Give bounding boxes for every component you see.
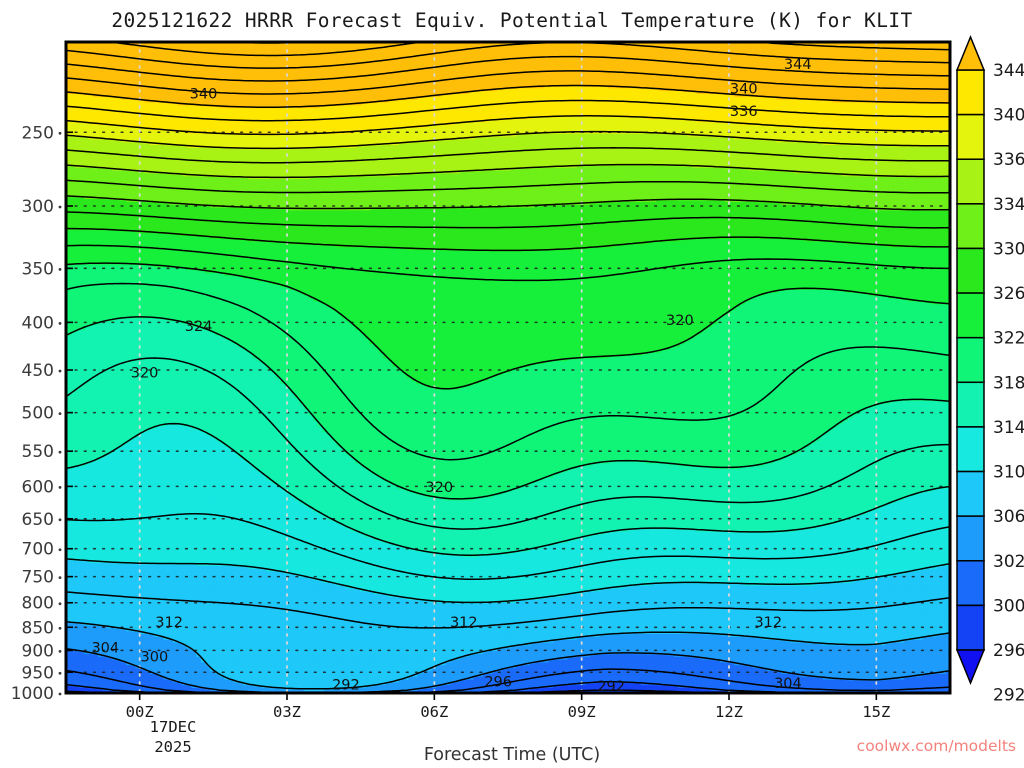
colorbar-tick-label: 330 [993, 239, 1024, 259]
contour-label: 296 [484, 675, 512, 691]
y-axis-tick-label: 1000 [11, 684, 54, 704]
colorbar-tick-label: 322 [993, 329, 1024, 349]
colorbar-tick-label: 326 [993, 284, 1024, 304]
colorbar-swatch [957, 427, 984, 472]
colorbar-tick-label: 344 [993, 61, 1024, 81]
y-axis-tick-label: 550 [22, 442, 54, 462]
y-axis-tick-label: 400 [22, 313, 54, 333]
contour-label: 340 [730, 81, 758, 97]
colorbar-swatch [957, 159, 984, 204]
y-axis-tick-label: 650 [22, 510, 54, 530]
colorbar-swatch [957, 115, 984, 160]
y-axis-tick-label: 900 [22, 641, 54, 661]
x-axis-tick-label: 09Z [568, 703, 596, 721]
contour-label: 312 [754, 615, 782, 631]
colorbar-tick-label: 302 [993, 552, 1024, 572]
colorbar-tick-label: 300 [993, 596, 1024, 616]
x-axis-label: Forecast Time (UTC) [424, 745, 600, 765]
colorbar-swatch [957, 204, 984, 249]
page-title: 2025121622 HRRR Forecast Equiv. Potentia… [111, 9, 912, 32]
contour-label: 320 [666, 313, 694, 329]
colorbar-tick-label: 296 [993, 641, 1024, 661]
y-axis-tick-label: 450 [22, 361, 54, 381]
contour-label: 344 [784, 57, 812, 73]
contour-label: 300 [141, 650, 169, 666]
contour-label: 304 [774, 676, 802, 692]
x-axis-date-line1: 17DEC [150, 718, 197, 736]
x-axis-tick-label: 12Z [715, 703, 743, 721]
colorbar-swatch [957, 248, 984, 293]
watermark: coolwx.com/modelts [857, 737, 1016, 755]
y-axis-tick-label: 350 [22, 259, 54, 279]
y-axis-tick-label: 250 [22, 123, 54, 143]
colorbar-tick-label: 318 [993, 373, 1024, 393]
colorbar-swatch [957, 605, 984, 650]
contour-label: 320 [425, 480, 453, 496]
x-axis-tick-label: 15Z [862, 703, 890, 721]
contour-label: 340 [190, 87, 218, 103]
contour-label: 312 [450, 615, 478, 631]
colorbar-tick-label: 306 [993, 507, 1024, 527]
colorbar-swatch [957, 338, 984, 383]
colorbar-swatch [957, 70, 984, 115]
y-axis-tick-label: 500 [22, 404, 54, 424]
colorbar-tick-label: 334 [993, 195, 1024, 215]
colorbar-swatch [957, 472, 984, 517]
colorbar-swatch [957, 293, 984, 338]
colorbar-swatch [957, 382, 984, 427]
y-axis-tick-label: 850 [22, 618, 54, 638]
contour-label: 336 [730, 104, 758, 120]
colorbar-tick-label: 336 [993, 150, 1024, 170]
colorbar-tick-label: 314 [993, 418, 1024, 438]
colorbar-tick-label: 292 [993, 686, 1024, 706]
colorbar-swatch [957, 516, 984, 561]
contour-label: 324 [185, 319, 213, 335]
x-axis-tick-label: 06Z [420, 703, 448, 721]
y-axis-tick-label: 750 [22, 568, 54, 588]
x-axis-tick-label: 03Z [273, 703, 301, 721]
contour-label: 292 [332, 678, 360, 694]
colorbar-tick-label: 340 [993, 106, 1024, 126]
contour-label: 320 [131, 365, 159, 381]
y-axis-tick-label: 800 [22, 594, 54, 614]
x-axis-date-line2: 2025 [154, 738, 191, 756]
y-axis-tick-label: 950 [22, 663, 54, 683]
contour-label: 304 [91, 641, 119, 657]
y-axis-tick-label: 300 [22, 197, 54, 217]
y-axis-tick-label: 600 [22, 477, 54, 497]
colorbar-swatch [957, 561, 984, 606]
y-axis-tick-label: 700 [22, 540, 54, 560]
contour-label: 312 [155, 615, 183, 631]
colorbar-tick-label: 310 [993, 463, 1024, 483]
